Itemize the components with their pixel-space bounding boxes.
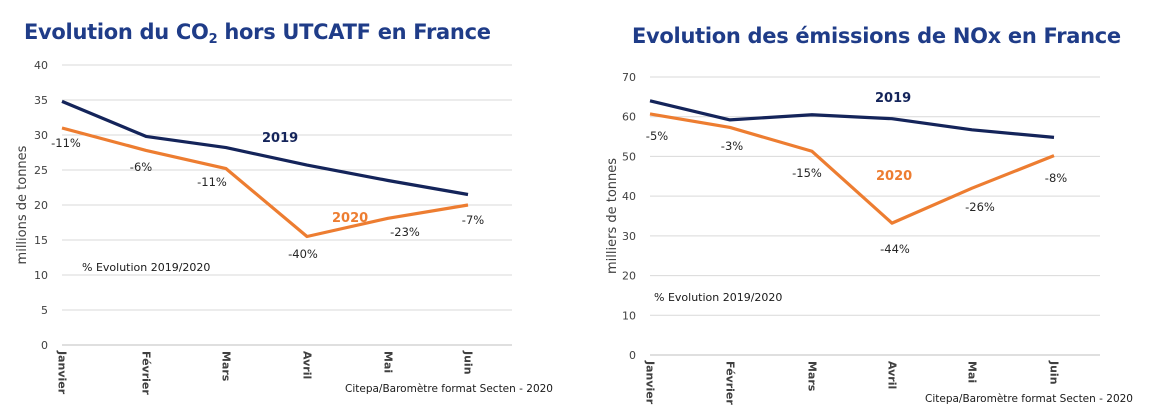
- co2-series-2019-line: [61, 99, 469, 197]
- co2-y-tick-label: 40: [34, 59, 48, 72]
- co2-chart-title: Evolution du CO2 hors UTCATF en France: [24, 20, 491, 47]
- co2-x-tick-label: Janvier: [56, 350, 69, 395]
- co2-series-label-2019: 2019: [262, 131, 298, 146]
- co2-pct-label: -6%: [130, 160, 152, 174]
- co2-line-chart: 0 5 10 15 20 25 30 35 40 Janvier Février Mars Avril M…: [15, 59, 512, 395]
- nox-series-label-2020: 2020: [876, 169, 912, 184]
- nox-y-tick-label: 50: [622, 150, 636, 163]
- co2-y-tick-label: 5: [41, 304, 48, 317]
- co2-x-tick-label: Avril: [301, 351, 314, 379]
- nox-pct-label: -44%: [880, 242, 910, 256]
- nox-series-2019-line: [649, 99, 1055, 139]
- co2-series-label-2020: 2020: [332, 211, 368, 226]
- co2-source-note: Citepa/Baromètre format Secten - 2020: [345, 383, 553, 395]
- nox-x-tick-label: Janvier: [644, 360, 657, 405]
- co2-x-tick-label: Mai: [382, 351, 395, 373]
- co2-pct-label: -7%: [462, 213, 484, 227]
- co2-pct-label: -11%: [197, 175, 227, 189]
- co2-x-tick-label: Mars: [220, 351, 233, 382]
- co2-y-tick-label: 0: [41, 339, 48, 352]
- co2-pct-label: -11%: [51, 136, 81, 150]
- co2-y-tick-label: 30: [34, 129, 48, 142]
- nox-evolution-annotation: % Evolution 2019/2020: [654, 291, 782, 304]
- co2-y-tick-label: 25: [34, 164, 48, 177]
- nox-x-tick-label: Avril: [886, 361, 899, 389]
- nox-x-tick-label: Juin: [1048, 360, 1061, 385]
- nox-y-tick-label: 40: [622, 190, 636, 203]
- co2-x-tick-label: Février: [140, 351, 153, 395]
- nox-series-label-2019: 2019: [875, 91, 911, 106]
- nox-pct-label: -3%: [721, 139, 743, 153]
- nox-y-tick-label: 60: [622, 111, 636, 124]
- nox-y-tick-label: 20: [622, 270, 636, 283]
- co2-series-2020-line: [61, 126, 469, 239]
- nox-pct-label: -26%: [965, 200, 995, 214]
- nox-x-tick-label: Mars: [806, 361, 819, 392]
- nox-y-tick-label: 10: [622, 309, 636, 322]
- co2-pct-label: -23%: [390, 225, 420, 239]
- co2-pct-label: -40%: [288, 247, 318, 261]
- nox-chart-title: Evolution des émissions de NOx en France: [632, 24, 1121, 48]
- co2-title-suffix: hors UTCATF en France: [217, 20, 491, 44]
- nox-y-tick-label: 30: [622, 230, 636, 243]
- co2-y-axis-label: millions de tonnes: [15, 145, 30, 264]
- co2-x-tick-label: Juin: [462, 350, 475, 375]
- nox-y-axis-label: milliers de tonnes: [605, 158, 620, 274]
- co2-y-tick-label: 35: [34, 94, 48, 107]
- nox-x-tick-label: Mai: [966, 361, 979, 383]
- nox-pct-label: -5%: [646, 129, 668, 143]
- nox-pct-label: -15%: [792, 166, 822, 180]
- co2-y-tick-label: 15: [34, 234, 48, 247]
- co2-title-subscript: 2: [208, 32, 218, 47]
- nox-y-tick-label: 0: [629, 349, 636, 362]
- nox-y-tick-label: 70: [622, 71, 636, 84]
- co2-y-tick-label: 20: [34, 199, 48, 212]
- nox-series-2020-line: [649, 112, 1055, 225]
- nox-line-chart: 0 10 20 30 40 50 60 70 Janvier Février Mars Avril Ma…: [605, 71, 1100, 405]
- nox-chart-panel: Evolution des émissions de NOx en France…: [580, 0, 1159, 414]
- nox-source-note: Citepa/Baromètre format Secten - 2020: [925, 393, 1133, 405]
- nox-x-tick-label: Février: [724, 361, 737, 405]
- co2-y-tick-label: 10: [34, 269, 48, 282]
- co2-title-main: Evolution du CO: [24, 20, 209, 44]
- co2-evolution-annotation: % Evolution 2019/2020: [82, 261, 210, 274]
- co2-chart-panel: Evolution du CO2 hors UTCATF en France 0…: [15, 20, 553, 395]
- nox-pct-label: -8%: [1045, 171, 1067, 185]
